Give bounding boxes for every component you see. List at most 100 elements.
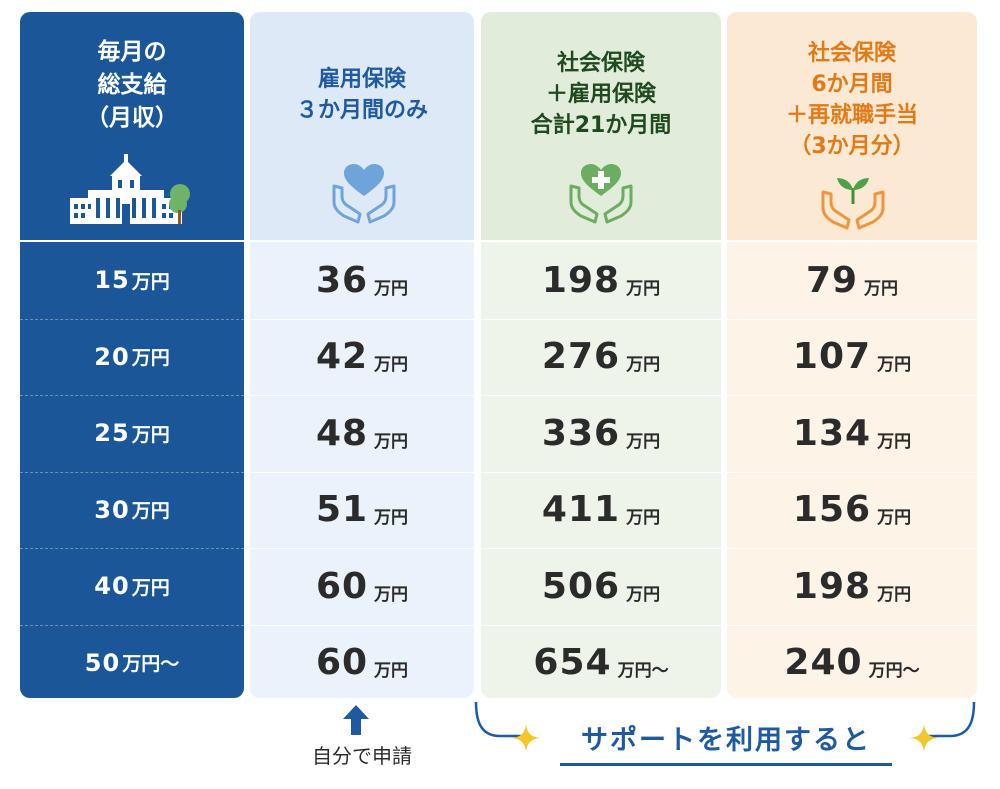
row-divider — [250, 471, 474, 473]
employment-value: 60 — [315, 642, 369, 683]
header-separator — [250, 240, 474, 242]
rehire-value: 107 — [792, 336, 872, 377]
sparkle-icon — [910, 724, 938, 752]
social-value: 506 — [541, 565, 621, 607]
employment-header-text: 雇用保険 ３か月間のみ — [295, 67, 428, 123]
social-cell: 276 万円 — [481, 319, 721, 395]
social-cell: 654 万円～ — [481, 625, 721, 699]
income-value: 50 — [84, 648, 121, 677]
employment-cell: 60 万円 — [250, 548, 474, 624]
employment-value: 42 — [315, 336, 369, 377]
row-divider — [481, 471, 721, 473]
social-header-text: 社会保険 ＋雇用保険 合計21か月間 — [530, 51, 672, 138]
unit-label: 万円 — [374, 431, 409, 452]
row-divider — [481, 395, 721, 396]
row-divider — [727, 395, 977, 396]
social-value: 411 — [541, 489, 621, 530]
income-cell: 20 万円 — [20, 319, 244, 395]
employment-cell: 48 万円 — [250, 395, 474, 471]
row-divider — [250, 624, 474, 626]
unit-label: 万円 — [131, 500, 170, 522]
income-value: 25 — [94, 419, 130, 447]
row-divider — [481, 318, 721, 320]
reemployment-column: 社会保険 6か月間 ＋再就職手当 （3か月分） 79 万円 107 万円 134 万円 15… — [727, 12, 977, 698]
reemployment-header-text: 社会保険 6か月間 ＋再就職手当 （3か月分） — [785, 41, 918, 159]
income-header: 毎月の 総支給 （月収） — [20, 12, 244, 240]
row-divider — [20, 471, 244, 473]
social-header: 社会保険 ＋雇用保険 合計21か月間 — [481, 12, 721, 240]
unit-label: 万円 — [374, 584, 409, 605]
unit-label: 万円 — [626, 355, 661, 375]
employment-cell: 36 万円 — [250, 242, 474, 318]
unit-label: 万円 — [626, 508, 661, 528]
rehire-value: 134 — [792, 412, 872, 454]
social-insurance-column: 社会保険 ＋雇用保険 合計21か月間 198 万円 276 万円 336 万円 411 万円 5… — [481, 12, 721, 698]
employment-value: 36 — [315, 259, 369, 301]
unit-label: 万円 — [626, 584, 661, 605]
arrow-up-icon — [343, 705, 369, 735]
unit-label: 万円 — [626, 278, 661, 299]
row-divider — [727, 548, 977, 549]
unit-label: 万円 — [131, 576, 170, 599]
rehire-cell: 134 万円 — [727, 395, 977, 471]
sparkle-icon — [512, 724, 540, 752]
row-divider — [250, 548, 474, 549]
income-value: 40 — [94, 572, 130, 600]
row-divider — [481, 548, 721, 549]
header-separator — [481, 240, 721, 242]
support-bracket — [474, 701, 976, 738]
social-value: 198 — [541, 259, 621, 301]
income-header-text: 毎月の 総支給 （月収） — [86, 39, 178, 131]
income-cell: 15 万円 — [20, 242, 244, 318]
rehire-cell: 156 万円 — [727, 472, 977, 548]
rehire-value: 198 — [792, 565, 872, 607]
row-divider — [727, 318, 977, 320]
income-cell: 25 万円 — [20, 395, 244, 471]
income-column: 毎月の 総支給 （月収） 15 万円 20 万円 25 万円 30 万円 40 万円 — [20, 12, 244, 698]
support-underline — [560, 763, 892, 766]
unit-label: 万円 — [864, 278, 899, 299]
unit-label: 万円 — [877, 508, 912, 528]
self-apply-label: 自分で申請 — [312, 744, 412, 768]
row-divider — [250, 395, 474, 396]
employment-value: 51 — [315, 489, 369, 530]
social-value: 654 — [533, 642, 612, 683]
row-divider — [250, 318, 474, 320]
rehire-value: 156 — [792, 489, 872, 530]
government-building-icon — [70, 154, 190, 224]
unit-label: 万円～ — [868, 661, 920, 681]
row-divider — [20, 548, 244, 549]
unit-label: 万円 — [877, 584, 912, 605]
employment-value: 60 — [315, 565, 369, 607]
rehire-cell: 107 万円 — [727, 319, 977, 395]
unit-label: 万円 — [374, 278, 409, 299]
unit-label: 万円 — [131, 270, 170, 293]
header-separator — [20, 240, 244, 242]
income-cell: 30 万円 — [20, 472, 244, 548]
income-value: 30 — [94, 495, 130, 524]
row-divider — [20, 395, 244, 396]
unit-label: 万円 — [626, 431, 661, 452]
rehire-cell: 240 万円～ — [727, 625, 977, 699]
employment-header: 雇用保険 ３か月間のみ — [250, 12, 474, 240]
employment-insurance-column: 雇用保険 ３か月間のみ 36 万円 42 万円 48 万円 51 万円 60 万円 60 万円 — [250, 12, 474, 698]
row-divider — [727, 624, 977, 626]
employment-cell: 51 万円 — [250, 472, 474, 548]
employment-cell: 60 万円 — [250, 625, 474, 699]
header-separator — [727, 240, 977, 242]
income-cell: 50 万円～ — [20, 625, 244, 699]
unit-label: 万円 — [374, 661, 409, 681]
social-cell: 198 万円 — [481, 242, 721, 318]
social-cell: 336 万円 — [481, 395, 721, 471]
hands-sprout-icon — [821, 178, 885, 230]
unit-label: 万円 — [131, 423, 170, 446]
row-divider — [20, 318, 244, 320]
social-value: 276 — [541, 336, 621, 377]
support-label: サポートを利用すると — [581, 725, 871, 756]
hands-heart-plus-icon — [569, 164, 633, 224]
row-divider — [727, 471, 977, 473]
unit-label: 万円～ — [122, 653, 180, 675]
hands-heart-icon — [332, 164, 396, 224]
unit-label: 万円 — [374, 355, 409, 375]
rehire-cell: 79 万円 — [727, 242, 977, 318]
